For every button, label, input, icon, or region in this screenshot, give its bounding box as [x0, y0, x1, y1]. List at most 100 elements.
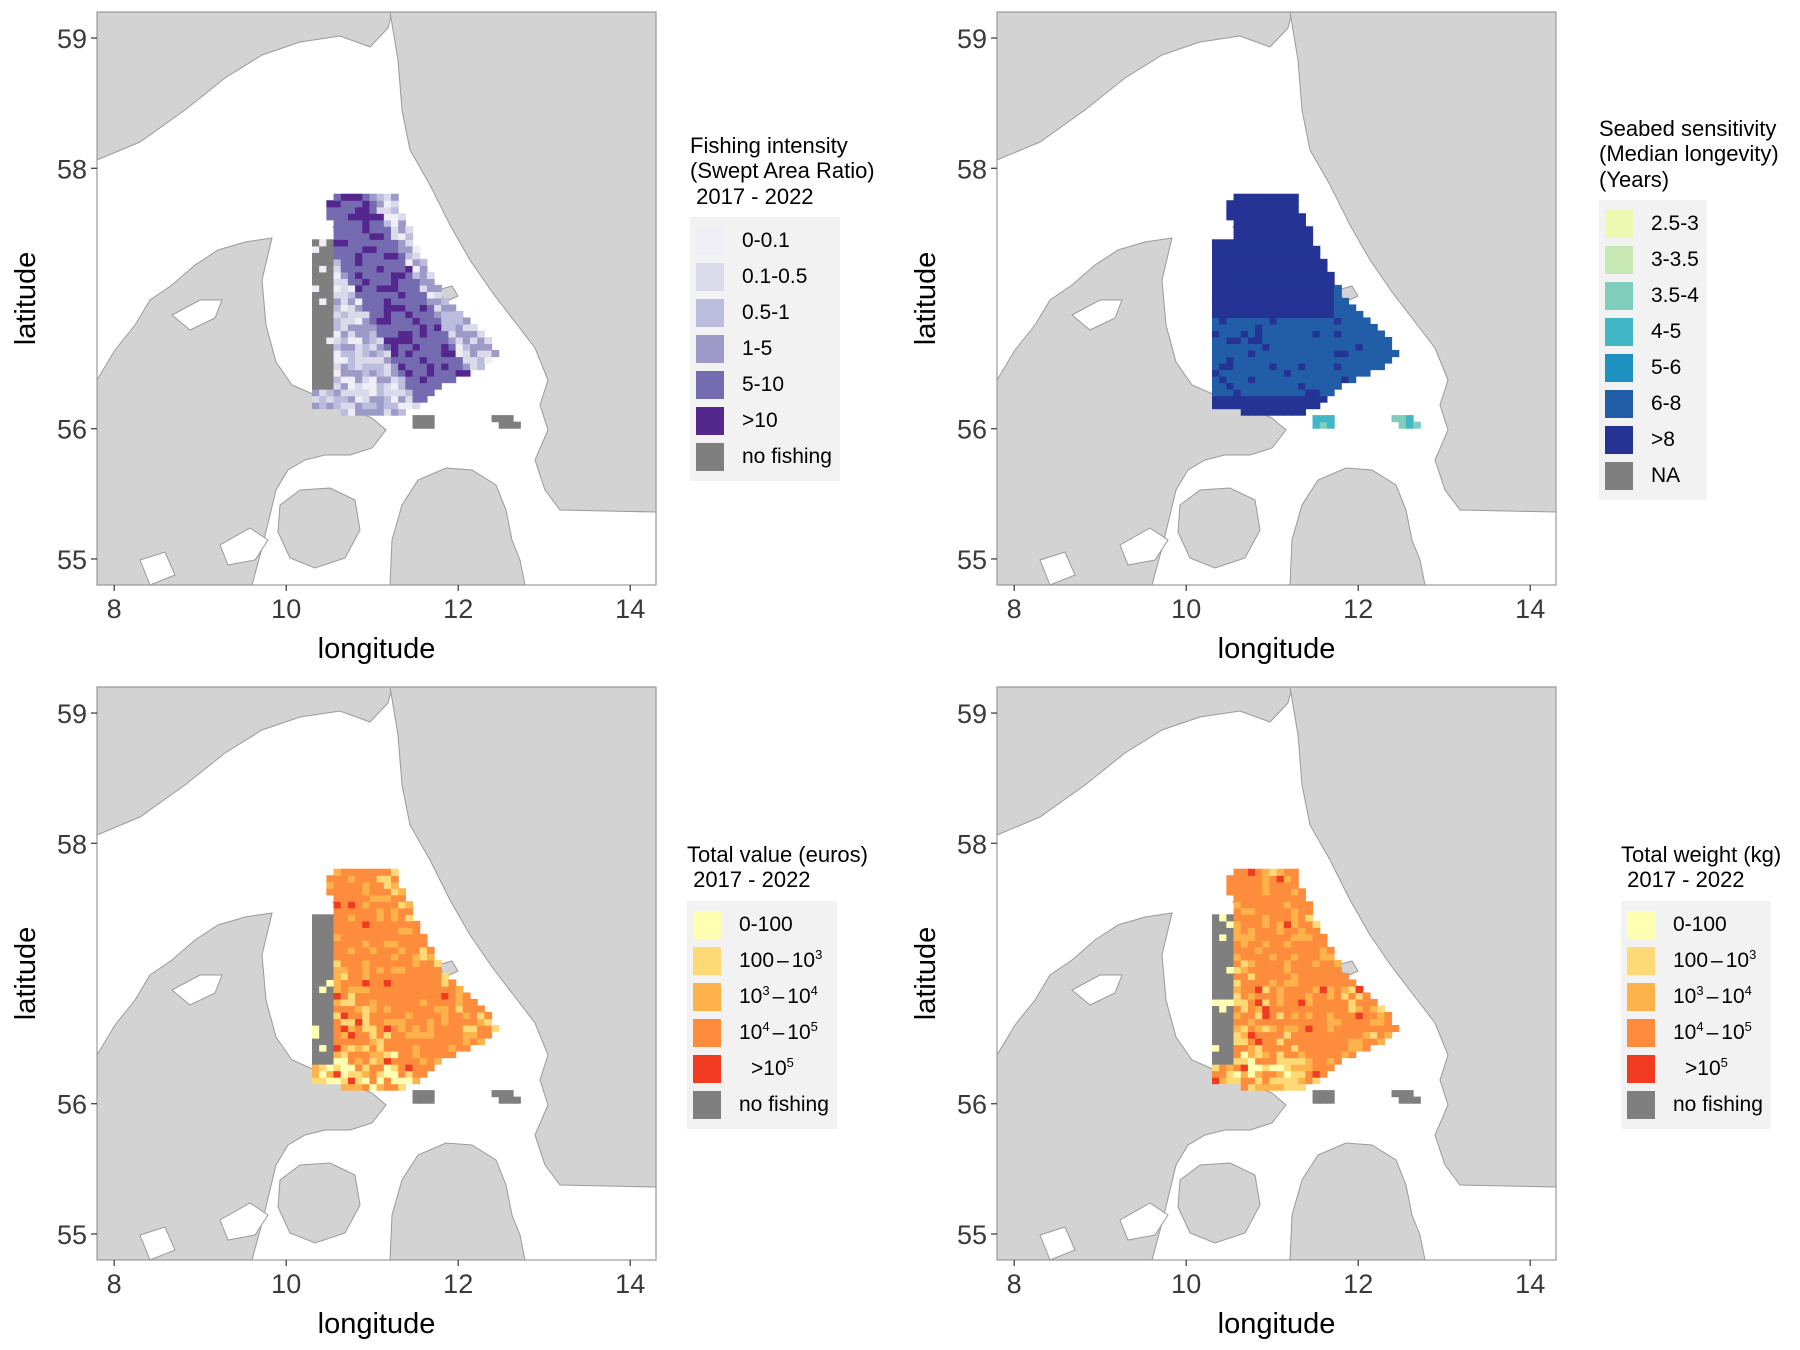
grid-cell	[1255, 1051, 1263, 1059]
grid-cell	[405, 907, 414, 915]
grid-cell	[362, 408, 371, 416]
grid-cell	[434, 1038, 442, 1046]
grid-cell	[1319, 343, 1328, 351]
y-tick-label: 59	[957, 24, 987, 54]
grid-cell	[1240, 1077, 1249, 1085]
grid-cell	[1269, 985, 1278, 994]
grid-cell	[1219, 946, 1227, 954]
grid-cell	[390, 953, 399, 961]
grid-cell	[1312, 920, 1321, 928]
grid-cell	[355, 271, 363, 279]
grid-cell	[1219, 245, 1227, 253]
grid-cell	[1305, 985, 1314, 994]
grid-cell	[1276, 369, 1285, 377]
grid-cell	[390, 985, 399, 994]
grid-cell	[369, 239, 378, 247]
grid-cell	[426, 1024, 435, 1033]
grid-cell	[469, 1024, 478, 1033]
grid-cell	[1312, 389, 1321, 397]
grid-cell	[398, 1064, 406, 1072]
grid-cell	[448, 363, 457, 371]
grid-cell	[369, 336, 378, 345]
grid-cell	[333, 226, 342, 234]
grid-cell	[319, 304, 327, 312]
grid-cell	[1305, 278, 1314, 286]
grid-cell	[376, 1038, 385, 1046]
grid-cell	[1255, 992, 1263, 1000]
grid-cell	[390, 966, 399, 974]
grid-cell	[405, 343, 414, 351]
grid-cell	[1305, 979, 1314, 987]
grid-cell	[376, 265, 385, 273]
grid-cell	[405, 252, 414, 260]
grid-cell	[1319, 1024, 1328, 1033]
grid-cell	[347, 972, 356, 981]
grid-cell	[1262, 888, 1271, 896]
grid-cell	[1212, 382, 1220, 390]
grid-cell	[1326, 1064, 1335, 1072]
grid-cell	[1247, 959, 1256, 967]
grid-cell	[362, 868, 371, 876]
grid-cell	[1283, 356, 1292, 364]
grid-cell	[412, 940, 421, 948]
grid-cell	[1269, 940, 1278, 948]
grid-cell	[1233, 349, 1242, 358]
grid-cell	[1233, 1064, 1242, 1072]
grid-cell	[1348, 369, 1357, 377]
grid-cell	[312, 284, 320, 292]
grid-cell	[390, 1005, 399, 1013]
grid-cell	[1369, 1005, 1378, 1013]
grid-cell	[412, 330, 421, 338]
grid-cell	[362, 330, 371, 338]
grid-cell	[1334, 343, 1342, 351]
legend-keys: 0-100 100–103 103–104 104–105 >105 no fishing	[687, 900, 837, 1129]
grid-cell	[1369, 330, 1378, 338]
grid-cell	[1269, 336, 1278, 345]
grid-cell	[390, 363, 399, 371]
grid-cell	[369, 245, 378, 253]
grid-cell	[1283, 363, 1292, 371]
grid-cell	[455, 1018, 464, 1026]
grid-cell	[398, 1070, 406, 1078]
grid-cell	[383, 252, 392, 260]
grid-cell	[426, 278, 435, 286]
grid-cell	[340, 226, 349, 234]
grid-cell	[398, 336, 406, 345]
grid-cell	[1341, 343, 1350, 351]
grid-cell	[1298, 369, 1306, 377]
grid-cell	[1319, 940, 1328, 948]
grid-cell	[426, 284, 435, 292]
grid-cell	[340, 278, 349, 286]
grid-cell	[383, 245, 392, 253]
grid-cell	[319, 252, 327, 260]
grid-cell	[1233, 992, 1242, 1000]
grid-cell	[426, 389, 435, 397]
legend-swatch	[693, 1054, 721, 1083]
grid-cell	[1240, 402, 1249, 410]
grid-cell	[1226, 369, 1235, 377]
legend-item: 103–104	[693, 979, 829, 1015]
grid-cell	[405, 1018, 414, 1026]
grid-cell	[1298, 894, 1306, 902]
grid-cell	[405, 284, 414, 292]
grid-cell	[1326, 985, 1335, 994]
grid-cell	[1312, 376, 1321, 384]
grid-cell	[1377, 356, 1385, 364]
grid-cell	[1226, 252, 1235, 260]
grid-cell	[355, 894, 363, 902]
grid-cell	[369, 408, 378, 416]
grid-cell	[412, 402, 421, 410]
grid-cell	[1341, 1044, 1350, 1052]
grid-cell	[362, 336, 371, 345]
grid-cell	[369, 888, 378, 896]
grid-cell	[1334, 349, 1342, 358]
grid-cell	[412, 271, 421, 279]
grid-cell	[405, 389, 414, 397]
grid-cell	[1290, 252, 1299, 260]
grid-cell	[441, 356, 450, 364]
grid-cell	[369, 1031, 378, 1039]
grid-cell	[1212, 985, 1220, 994]
grid-cell	[405, 239, 414, 247]
grid-cell	[1283, 868, 1292, 876]
grid-cell	[513, 1096, 521, 1104]
